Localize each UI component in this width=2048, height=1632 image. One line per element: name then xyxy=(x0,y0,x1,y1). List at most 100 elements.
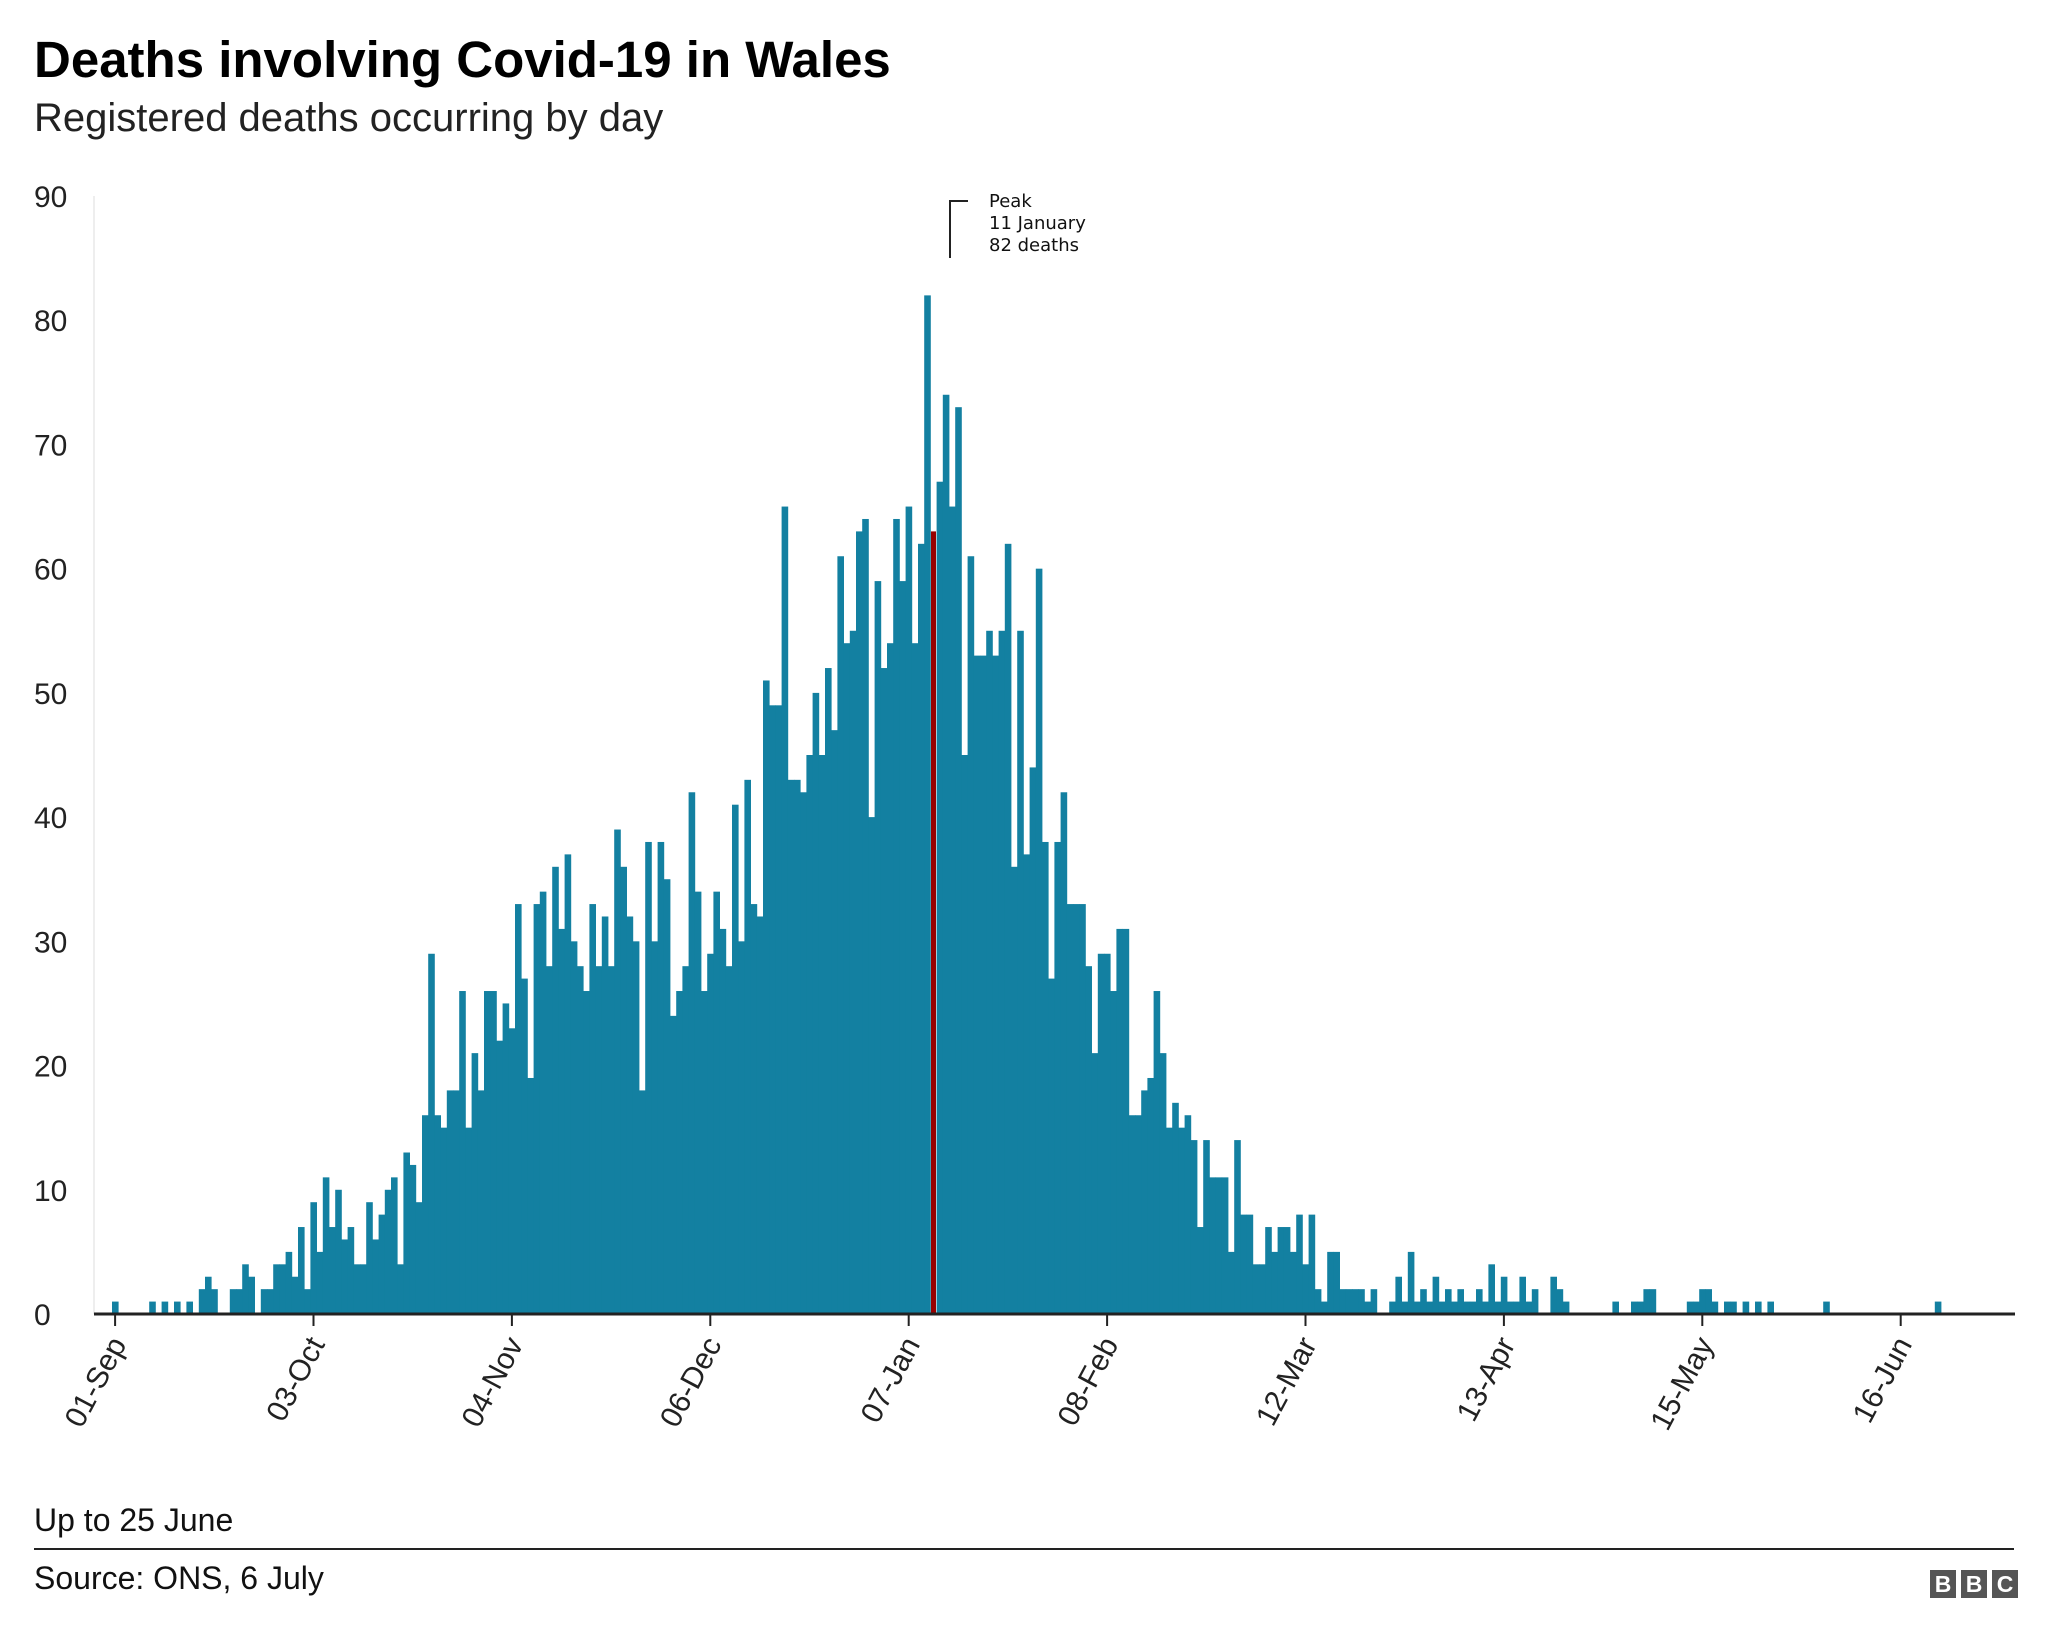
bar xyxy=(738,941,745,1314)
bar xyxy=(428,953,435,1314)
bar xyxy=(1035,568,1043,1314)
annotation-date: 11 January xyxy=(989,213,1086,234)
bar xyxy=(1023,854,1030,1314)
y-tick-label: 80 xyxy=(34,305,67,338)
bar xyxy=(1017,630,1024,1314)
bar xyxy=(1153,991,1161,1314)
bar xyxy=(1730,1301,1737,1314)
bar xyxy=(936,481,944,1315)
bar xyxy=(316,1251,324,1314)
bar xyxy=(682,966,689,1314)
bar xyxy=(1029,767,1037,1314)
bar xyxy=(490,991,497,1314)
bar xyxy=(1011,866,1018,1314)
annotation-peak: Peak xyxy=(989,191,1032,212)
bar xyxy=(1438,1301,1446,1314)
bar xyxy=(1147,1077,1154,1314)
bar xyxy=(502,1003,510,1314)
y-tick-label: 70 xyxy=(34,429,67,462)
bar xyxy=(1482,1301,1489,1314)
y-tick-label: 0 xyxy=(34,1299,51,1332)
bar xyxy=(769,705,776,1314)
bar xyxy=(1488,1264,1495,1314)
bar xyxy=(471,1053,479,1314)
bar xyxy=(577,966,584,1314)
bar xyxy=(701,991,708,1314)
bar xyxy=(174,1301,181,1314)
bar xyxy=(1209,1177,1216,1314)
bar xyxy=(236,1289,243,1314)
bar xyxy=(335,1189,342,1314)
y-tick-label: 20 xyxy=(34,1051,67,1084)
bar xyxy=(1135,1115,1142,1314)
bar xyxy=(453,1090,460,1314)
bar xyxy=(1358,1289,1365,1314)
bar xyxy=(942,394,950,1314)
bar xyxy=(1308,1214,1316,1314)
logo-letter: C xyxy=(1992,1570,2018,1598)
bar xyxy=(1159,1053,1167,1314)
bar xyxy=(961,755,968,1314)
bar xyxy=(1693,1301,1700,1314)
bar xyxy=(353,1264,361,1314)
bar xyxy=(1637,1301,1644,1314)
bar xyxy=(1048,978,1055,1314)
bar xyxy=(211,1289,218,1314)
bar xyxy=(564,854,572,1314)
bar xyxy=(397,1264,404,1314)
bar xyxy=(198,1289,206,1314)
bar xyxy=(1364,1301,1371,1314)
bar xyxy=(422,1115,429,1314)
bar xyxy=(1414,1301,1421,1314)
bar xyxy=(583,991,590,1314)
bar xyxy=(893,518,900,1314)
bar xyxy=(1370,1289,1378,1314)
bar xyxy=(1426,1301,1433,1314)
bar xyxy=(1724,1301,1731,1314)
x-tick-label: 04-Nov xyxy=(456,1332,531,1433)
bar xyxy=(347,1227,355,1314)
bar xyxy=(887,643,894,1314)
bar xyxy=(626,916,634,1314)
bar xyxy=(1476,1289,1483,1314)
bar xyxy=(391,1177,398,1314)
bar xyxy=(1612,1301,1619,1314)
bar xyxy=(763,680,770,1314)
chart-title: Deaths involving Covid-19 in Wales xyxy=(34,31,891,88)
bar xyxy=(1234,1140,1241,1314)
bar xyxy=(856,531,863,1314)
bar xyxy=(837,556,844,1314)
source-note: Source: ONS, 6 July xyxy=(34,1560,324,1596)
bar xyxy=(242,1264,249,1314)
bar xyxy=(1271,1251,1278,1314)
bar xyxy=(905,506,913,1314)
bar xyxy=(756,916,764,1314)
bar xyxy=(800,792,807,1314)
bar xyxy=(1519,1276,1526,1314)
bar xyxy=(1494,1301,1502,1314)
bar xyxy=(595,966,603,1314)
bar xyxy=(899,581,906,1314)
bar xyxy=(911,643,919,1314)
bar xyxy=(260,1289,268,1314)
bar xyxy=(205,1276,212,1314)
bar xyxy=(1259,1264,1266,1314)
bar xyxy=(1420,1289,1427,1314)
bar xyxy=(465,1127,472,1314)
bar xyxy=(632,941,640,1314)
bar xyxy=(1215,1177,1223,1314)
bar xyxy=(446,1090,454,1314)
peak-annotation: Peak 11 January 82 deaths xyxy=(949,191,1086,258)
bar xyxy=(415,1202,423,1314)
bar xyxy=(1463,1301,1471,1314)
bar xyxy=(608,966,615,1314)
bar xyxy=(1631,1301,1638,1314)
bar xyxy=(670,1015,677,1314)
bar xyxy=(967,556,975,1314)
bar xyxy=(384,1189,392,1314)
bar xyxy=(1110,991,1117,1314)
bar xyxy=(1246,1214,1254,1314)
bar xyxy=(1389,1301,1396,1314)
bar xyxy=(1401,1301,1409,1314)
bar xyxy=(998,630,1006,1314)
